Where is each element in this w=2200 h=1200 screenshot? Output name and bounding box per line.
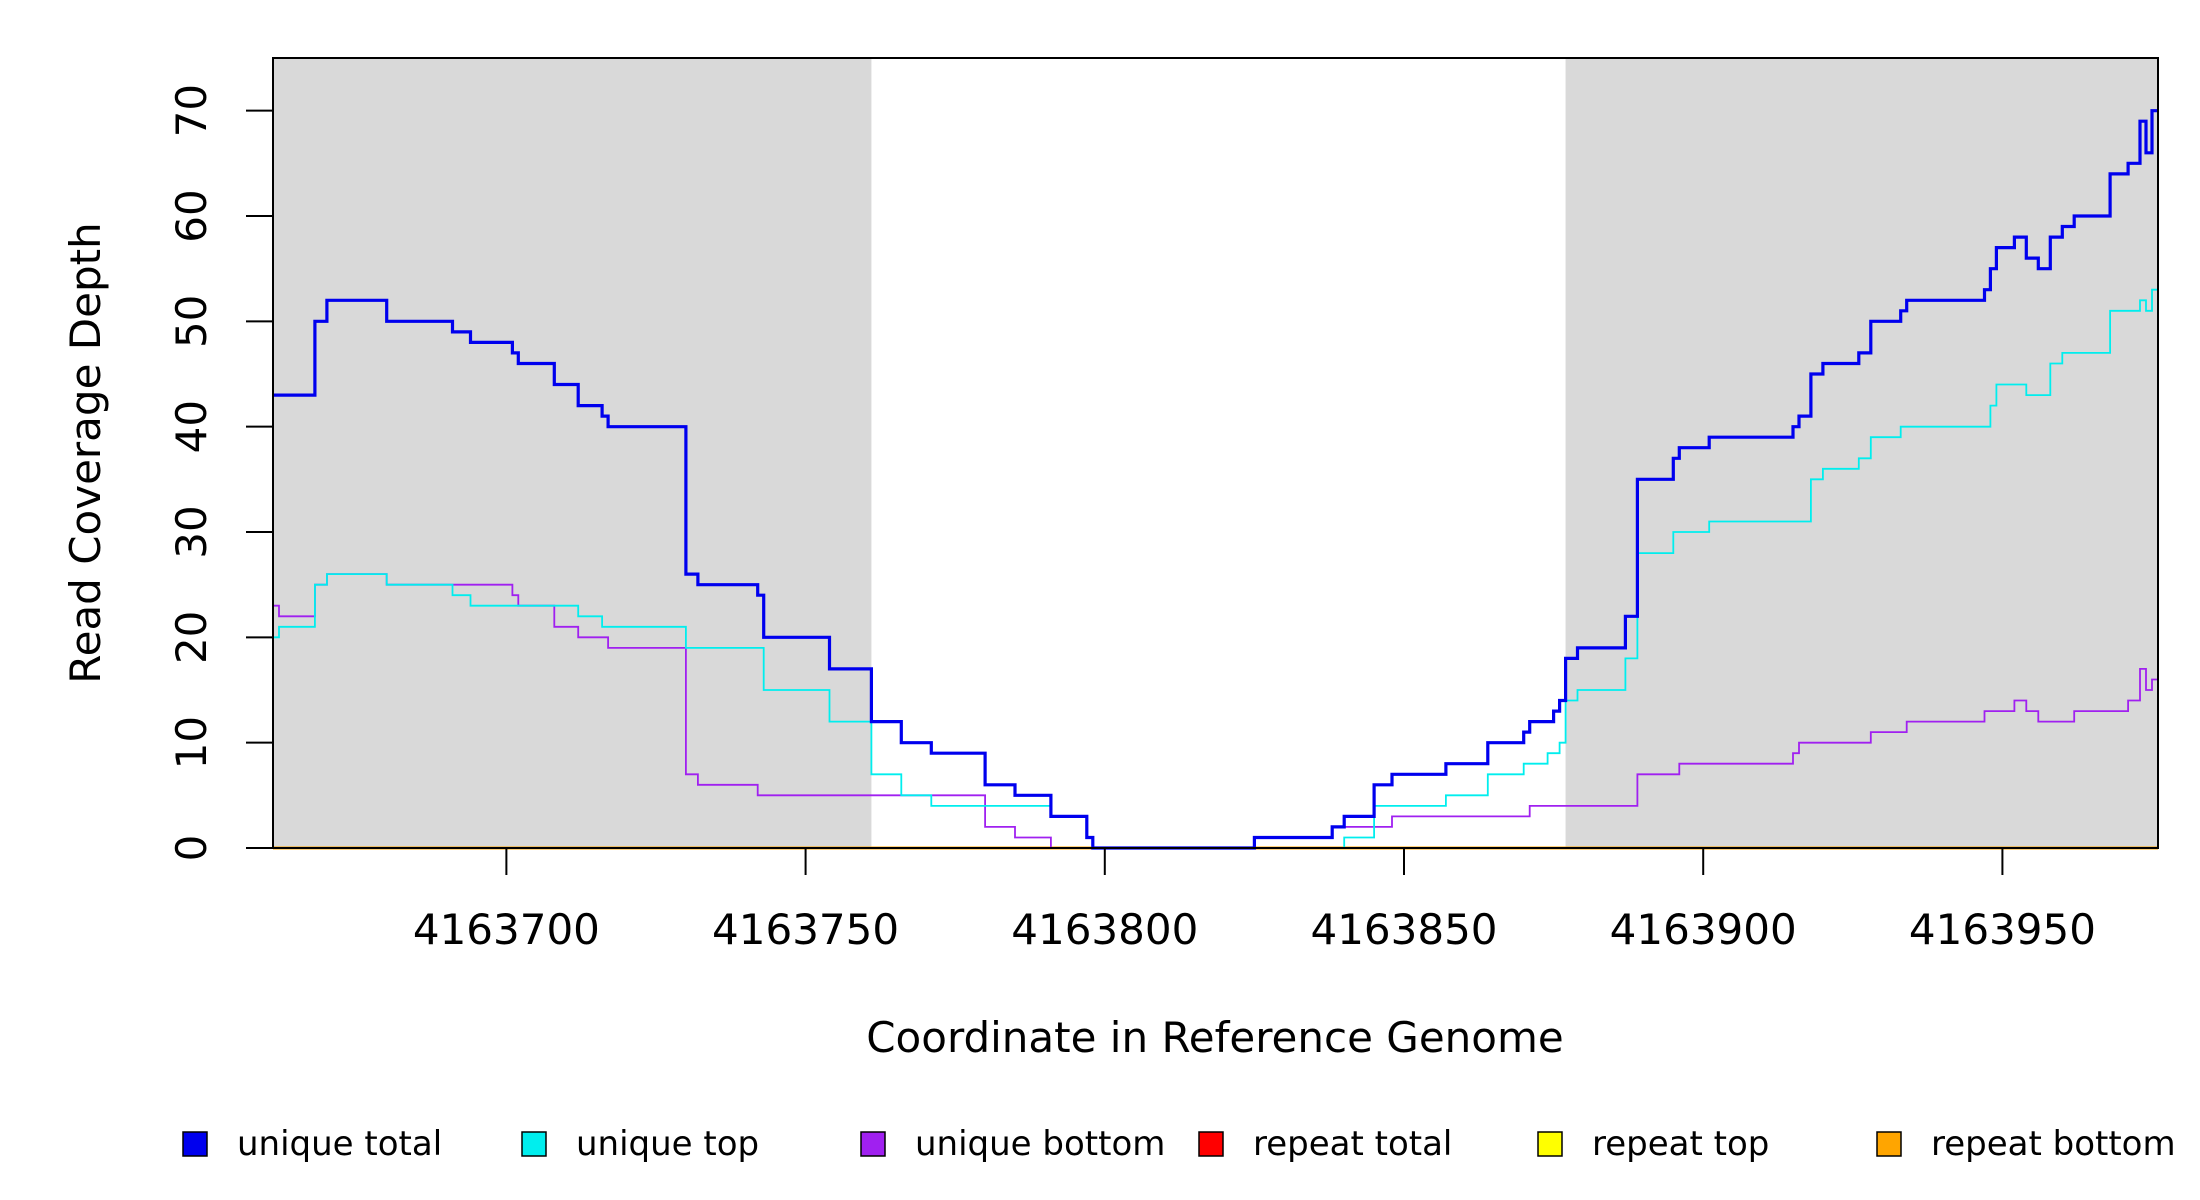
y-tick-label: 0 [167,835,216,862]
series-line-unique-bottom [273,573,2158,849]
legend-item-unique-bottom: unique bottom [860,1124,1165,1164]
y-tick-label: 10 [167,716,216,769]
x-tick-label: 4163950 [1909,905,2096,954]
y-tick-label: 60 [167,189,216,242]
y-axis-title: Read Coverage Depth [61,222,110,683]
x-tick-label: 4163900 [1610,905,1797,954]
x-tick-label: 4163850 [1310,905,1497,954]
x-tick-label: 4163700 [413,905,600,954]
legend-label: unique total [237,1124,442,1164]
x-axis: 4163700 4163750 4163800 4163850 4163900 41639… [413,848,2096,954]
y-tick-label: 50 [167,295,216,348]
legend-label: unique bottom [915,1124,1165,1164]
x-tick-label: 4163750 [712,905,899,954]
legend-swatch [1876,1131,1902,1157]
legend-swatch [1537,1131,1563,1157]
legend-item-unique-top: unique top [521,1124,759,1164]
shaded-regions [273,58,2158,848]
legend-item-repeat-top: repeat top [1537,1124,1769,1164]
legend: unique total unique top unique bottom repea… [182,1124,2176,1164]
legend-item-repeat-total: repeat total [1198,1124,1452,1164]
x-tick-label: 4163800 [1011,905,1198,954]
series-line-unique-total [273,109,2158,850]
y-axis: 0 10 20 30 40 50 60 70 [167,84,274,862]
legend-item-repeat-bottom: repeat bottom [1876,1124,2176,1164]
legend-label: unique top [576,1124,759,1164]
legend-label: repeat bottom [1931,1124,2176,1164]
legend-swatch [1198,1131,1224,1157]
legend-label: repeat top [1592,1124,1769,1164]
y-tick-label: 70 [167,84,216,137]
legend-swatch [860,1131,886,1157]
series-line-unique-top [273,279,2159,849]
y-tick-label: 20 [167,611,216,664]
y-tick-label: 40 [167,400,216,453]
legend-item-unique-total: unique total [182,1124,442,1164]
legend-swatch [521,1131,547,1157]
shaded-region-1 [1565,58,2158,848]
x-axis-title: Coordinate in Reference Genome [866,1013,1564,1062]
legend-label: repeat total [1253,1124,1452,1164]
legend-swatch [182,1131,208,1157]
y-tick-label: 30 [167,505,216,558]
shaded-region-0 [273,58,872,848]
